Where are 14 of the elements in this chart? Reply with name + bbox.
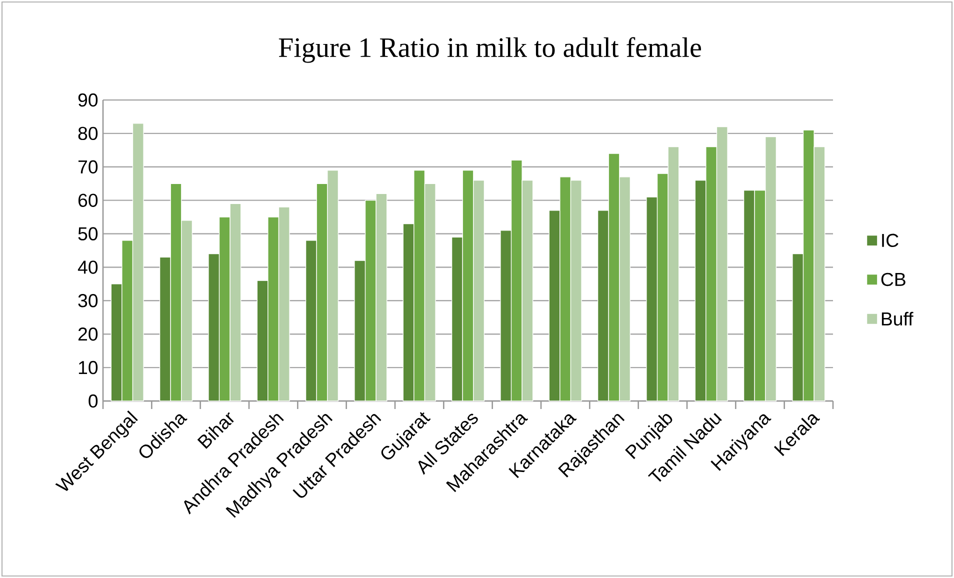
legend-label: CB: [881, 272, 906, 286]
legend-label: IC: [882, 234, 898, 248]
y-tick-label: 50: [78, 227, 98, 240]
legend-label: Buff: [882, 312, 914, 326]
y-tick-label: 10: [78, 360, 98, 374]
y-tick-label: 60: [78, 194, 98, 207]
y-tick-label: 30: [78, 294, 98, 308]
chart-title: Figure 1 Ratio in milk to adult female: [278, 37, 702, 63]
y-tick-label: 0: [88, 394, 98, 408]
y-tick-label: 80: [78, 126, 98, 140]
y-tick-label: 90: [78, 93, 98, 107]
y-tick-label: 20: [78, 327, 98, 341]
y-tick-label: 70: [78, 160, 98, 174]
y-tick-label: 40: [78, 260, 98, 274]
